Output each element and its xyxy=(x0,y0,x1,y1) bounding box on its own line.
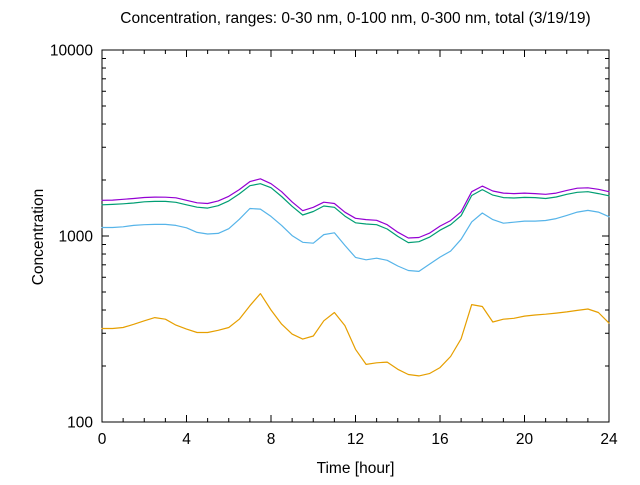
x-tick-label: 0 xyxy=(98,431,107,448)
x-tick-label: 4 xyxy=(182,431,191,448)
series-line-0-100-nm xyxy=(101,207,610,272)
series-line-0-30-nm xyxy=(101,293,610,377)
x-tick-label: 24 xyxy=(600,431,618,448)
series-line-0-300-nm xyxy=(101,183,610,244)
series-line-total xyxy=(101,178,610,239)
x-tick-label: 12 xyxy=(347,431,364,448)
y-tick-label: 10000 xyxy=(50,43,93,60)
y-axis-title: Concentration xyxy=(30,188,47,286)
x-axis-title: Time [hour] xyxy=(316,460,395,477)
y-tick-label: 1000 xyxy=(59,229,94,246)
plot-border xyxy=(101,49,610,423)
chart-title: Concentration, ranges: 0-30 nm, 0-100 nm… xyxy=(120,10,591,27)
y-tick-label: 100 xyxy=(67,415,93,432)
x-tick-label: 16 xyxy=(431,431,448,448)
x-tick-label: 20 xyxy=(516,431,534,448)
x-tick-label: 8 xyxy=(267,431,276,448)
